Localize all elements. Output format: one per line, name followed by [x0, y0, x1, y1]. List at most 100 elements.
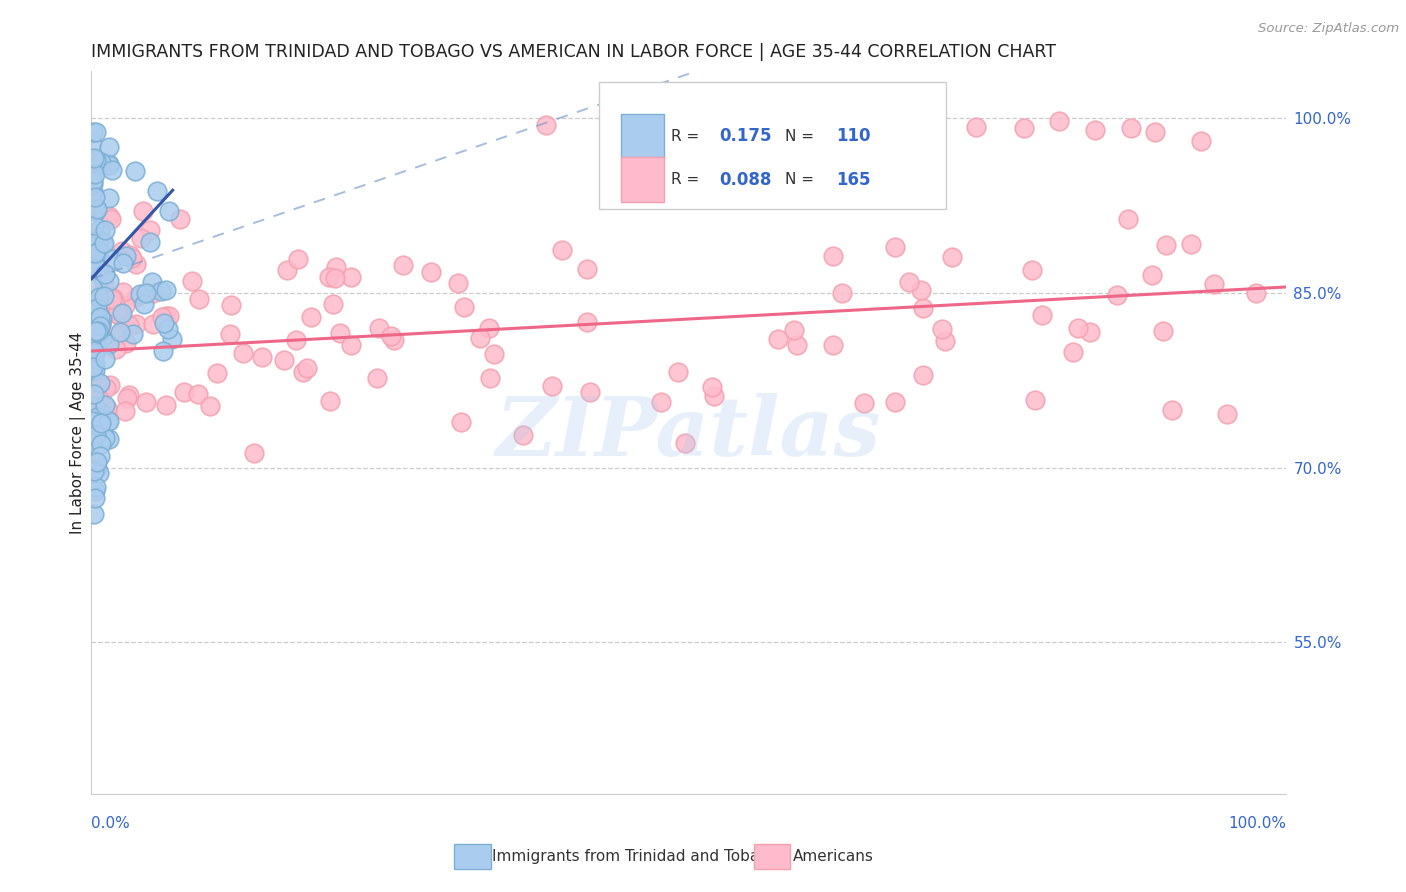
Point [689, 120, 711, 134]
Point [1012, 120, 1035, 135]
Point [243, 445, 266, 459]
Point [181, 274, 204, 288]
Point [1119, 120, 1142, 135]
Point [80, 231, 103, 245]
Point [82, 304, 104, 318]
Point [153, 316, 176, 330]
Point [83, 162, 105, 177]
Point [478, 371, 501, 385]
Point [1154, 237, 1177, 252]
Point [112, 285, 135, 300]
Point [641, 122, 664, 136]
Point [84, 342, 107, 356]
Point [152, 343, 174, 358]
Point [89, 392, 111, 406]
Point [579, 384, 602, 399]
Point [87, 326, 110, 340]
Point [94, 351, 117, 366]
Point [884, 240, 907, 254]
Point [93, 277, 115, 292]
Point [80, 326, 103, 340]
Point [941, 250, 963, 264]
Point [89, 307, 111, 321]
Point [157, 204, 180, 219]
Point [149, 284, 172, 298]
Point [84, 399, 107, 413]
Point [668, 365, 690, 379]
Point [187, 387, 209, 401]
Point [84, 433, 107, 447]
Point [821, 338, 844, 352]
Point [285, 333, 308, 347]
Point [84, 324, 107, 338]
Text: 110: 110 [837, 128, 870, 145]
Point [83, 167, 105, 181]
Point [576, 315, 599, 329]
Point [318, 269, 340, 284]
Point [856, 124, 880, 138]
FancyBboxPatch shape [599, 82, 946, 209]
Point [100, 212, 122, 227]
Point [1244, 286, 1267, 301]
Point [97, 413, 120, 427]
Point [82, 198, 104, 212]
Point [98, 414, 121, 428]
Point [1021, 263, 1043, 277]
Point [104, 297, 127, 311]
Point [122, 327, 145, 342]
Point [83, 163, 105, 178]
Point [83, 344, 105, 359]
Point [1189, 134, 1212, 148]
Point [98, 158, 121, 172]
Point [83, 386, 105, 401]
Point [1161, 403, 1184, 417]
Point [478, 321, 501, 335]
Point [114, 403, 136, 417]
Point [291, 366, 314, 380]
Point [831, 285, 853, 300]
Point [97, 157, 120, 171]
Point [157, 310, 180, 324]
Point [273, 353, 295, 368]
Text: R =: R = [671, 172, 704, 187]
Point [89, 406, 111, 420]
Point [832, 125, 855, 139]
Point [150, 310, 173, 324]
Point [115, 249, 138, 263]
Point [111, 306, 134, 320]
Point [93, 289, 115, 303]
Point [84, 480, 107, 494]
Text: IMMIGRANTS FROM TRINIDAD AND TOBAGO VS AMERICAN IN LABOR FORCE | AGE 35-44 CORRE: IMMIGRANTS FROM TRINIDAD AND TOBAGO VS A… [91, 44, 1056, 62]
Point [319, 393, 342, 408]
Point [100, 163, 122, 178]
Point [94, 398, 117, 412]
Point [142, 317, 165, 331]
Point [125, 257, 148, 271]
Text: ZIPatlas: ZIPatlas [496, 392, 882, 473]
Point [606, 121, 628, 136]
Point [883, 394, 905, 409]
Point [87, 323, 110, 337]
Point [786, 338, 808, 352]
Point [86, 202, 108, 217]
Point [83, 218, 105, 232]
Point [1116, 211, 1139, 226]
Point [912, 368, 935, 382]
Point [91, 262, 114, 277]
Point [86, 455, 108, 469]
Point [84, 357, 107, 371]
Point [852, 396, 875, 410]
Point [380, 329, 402, 343]
Point [82, 295, 104, 310]
Point [83, 190, 105, 204]
Point [384, 334, 406, 348]
Point [82, 327, 104, 342]
Text: Immigrants from Trinidad and Tobago: Immigrants from Trinidad and Tobago [492, 849, 779, 863]
Point [124, 164, 146, 178]
Point [83, 507, 105, 521]
Point [105, 306, 128, 320]
Point [83, 464, 105, 478]
Point [323, 270, 346, 285]
Point [89, 265, 111, 279]
Point [911, 301, 934, 315]
